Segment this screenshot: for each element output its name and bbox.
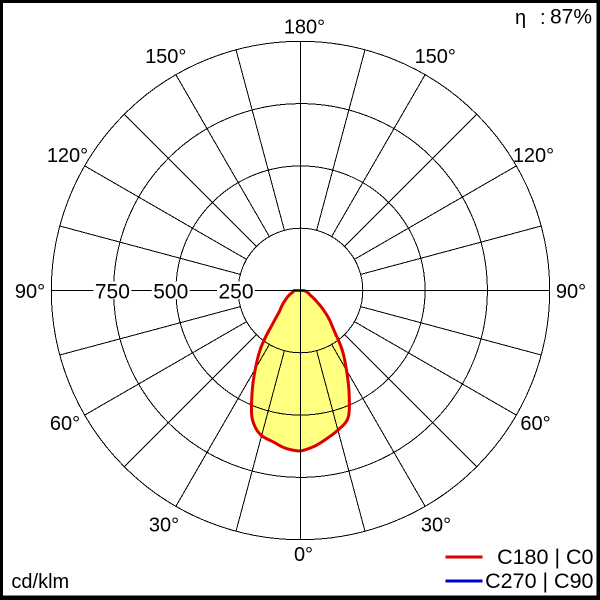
svg-text:30°: 30°: [421, 514, 451, 536]
svg-text:0°: 0°: [294, 544, 313, 566]
svg-text:150°: 150°: [415, 46, 456, 68]
svg-text:500: 500: [153, 280, 188, 303]
svg-text:750: 750: [95, 280, 130, 303]
svg-text:C270 | C90: C270 | C90: [485, 569, 593, 593]
svg-text::: :: [540, 7, 546, 29]
svg-text:180°: 180°: [284, 17, 325, 39]
svg-text:250: 250: [218, 280, 253, 303]
svg-text:150°: 150°: [145, 46, 186, 68]
svg-text:C180 | C0: C180 | C0: [497, 545, 593, 569]
svg-text:cd/klm: cd/klm: [11, 571, 69, 593]
svg-text:90°: 90°: [15, 281, 45, 303]
svg-text:60°: 60°: [520, 413, 550, 435]
svg-text:120°: 120°: [47, 145, 88, 167]
svg-text:60°: 60°: [50, 413, 80, 435]
svg-text:η: η: [515, 7, 526, 29]
svg-text:120°: 120°: [513, 145, 554, 167]
svg-text:87%: 87%: [550, 6, 592, 29]
svg-text:90°: 90°: [556, 281, 586, 303]
svg-text:30°: 30°: [149, 514, 179, 536]
